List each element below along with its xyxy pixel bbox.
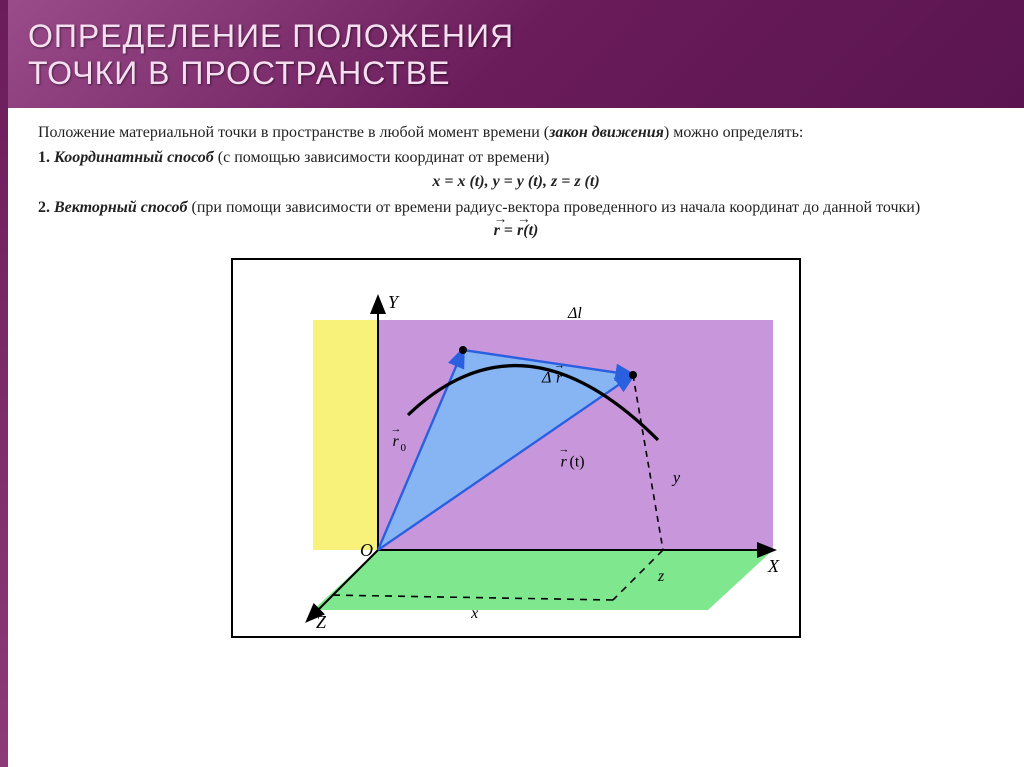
svg-text:(t): (t) xyxy=(570,454,585,471)
svg-text:Δ: Δ xyxy=(541,370,551,387)
intro-part-1: Положение материальной точки в пространс… xyxy=(38,124,549,141)
slide-header: ОПРЕДЕЛЕНИЕ ПОЛОЖЕНИЯ ТОЧКИ В ПРОСТРАНСТ… xyxy=(8,0,1024,108)
svg-text:r: r xyxy=(393,433,400,450)
diagram-box: YXZOΔlΔr→r0→r(t)→xyz xyxy=(231,258,801,638)
svg-text:X: X xyxy=(767,556,780,576)
method-1: 1. Координатный способ (с помощью зависи… xyxy=(38,147,994,169)
method2-num: 2. xyxy=(38,199,54,216)
slide-title: ОПРЕДЕЛЕНИЕ ПОЛОЖЕНИЯ ТОЧКИ В ПРОСТРАНСТ… xyxy=(28,18,1000,92)
svg-text:r: r xyxy=(561,454,568,471)
svg-text:Y: Y xyxy=(388,292,400,312)
svg-text:r: r xyxy=(556,370,563,387)
method2-title: Векторный способ xyxy=(54,199,187,216)
svg-text:Δl: Δl xyxy=(567,305,582,322)
method1-desc: (с помощью зависимости координат от врем… xyxy=(214,149,550,166)
title-line-2: ТОЧКИ В ПРОСТРАНСТВЕ xyxy=(28,55,450,91)
intro-law-motion: закон движения xyxy=(549,124,664,141)
svg-text:z: z xyxy=(657,568,665,585)
intro-paragraph: Положение материальной точки в пространс… xyxy=(38,122,994,144)
svg-text:→: → xyxy=(559,444,570,456)
intro-part-2: ) можно определять: xyxy=(664,124,803,141)
method-2: 2. Векторный способ (при помощи зависимо… xyxy=(38,197,994,219)
eq-vec-r1: r xyxy=(494,222,500,240)
svg-text:Z: Z xyxy=(316,612,327,632)
slide-content: Положение материальной точки в пространс… xyxy=(8,108,1024,767)
method2-desc: (при помощи зависимости от времени радиу… xyxy=(187,199,920,216)
svg-text:y: y xyxy=(671,470,681,487)
svg-text:0: 0 xyxy=(401,442,407,454)
slide-sidebar xyxy=(0,0,8,767)
method1-title: Координатный способ xyxy=(54,149,214,166)
title-line-1: ОПРЕДЕЛЕНИЕ ПОЛОЖЕНИЯ xyxy=(28,18,514,54)
svg-text:x: x xyxy=(470,605,478,622)
svg-text:O: O xyxy=(360,540,373,560)
svg-text:→: → xyxy=(554,360,565,372)
eq-vec-r2: r xyxy=(517,222,523,240)
equation-vector: r = r(t) xyxy=(38,222,994,240)
kinematics-diagram: YXZOΔlΔr→r0→r(t)→xyz xyxy=(233,260,803,640)
svg-text:→: → xyxy=(391,423,402,435)
equation-coordinate: x = x (t), y = y (t), z = z (t) xyxy=(38,173,994,191)
method1-num: 1. xyxy=(38,149,54,166)
diagram-container: YXZOΔlΔr→r0→r(t)→xyz xyxy=(38,258,994,638)
slide-main: ОПРЕДЕЛЕНИЕ ПОЛОЖЕНИЯ ТОЧКИ В ПРОСТРАНСТ… xyxy=(8,0,1024,767)
